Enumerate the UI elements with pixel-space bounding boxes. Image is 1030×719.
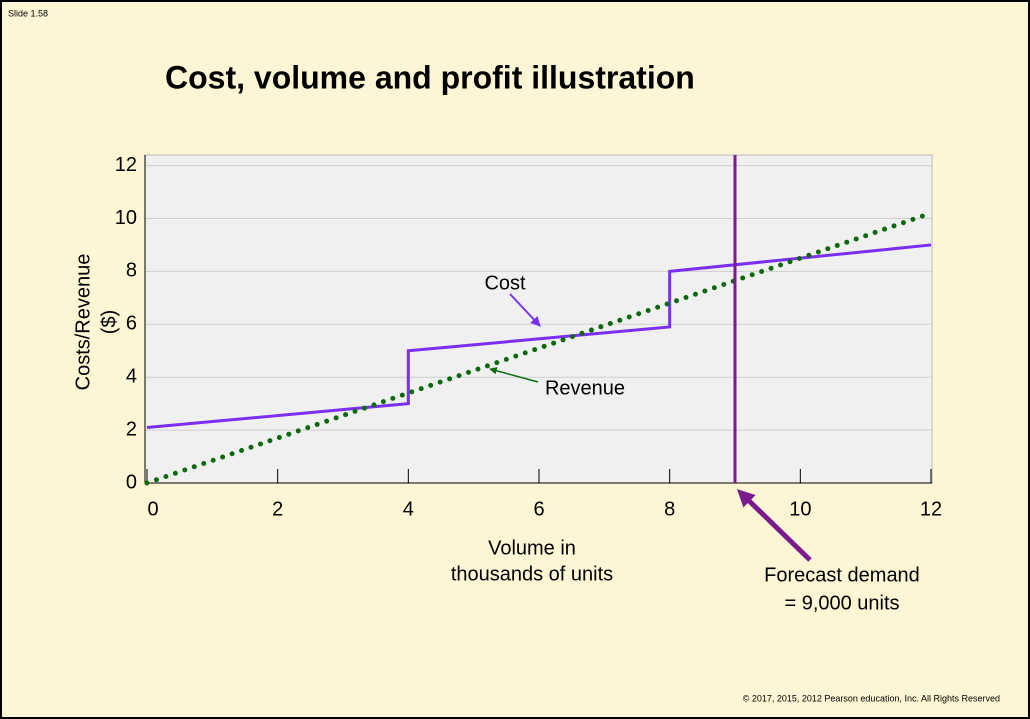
x-tick-label: 2 <box>272 498 283 520</box>
y-axis-label: Costs/Revenue <box>72 254 94 391</box>
x-tick-label: 4 <box>403 498 414 520</box>
x-axis-label: thousands of units <box>451 563 613 585</box>
y-tick-label: 2 <box>126 418 137 440</box>
forecast-label: = 9,000 units <box>784 592 899 614</box>
x-axis-label: Volume in <box>488 537 576 559</box>
forecast-label: Forecast demand <box>764 564 920 586</box>
slide-number: Slide 1.58 <box>8 8 48 18</box>
forecast-arrow <box>736 489 812 562</box>
annotation-arrow <box>509 293 541 327</box>
series-label: Revenue <box>545 377 625 399</box>
x-tick-label: 10 <box>789 498 811 520</box>
x-tick-label: 8 <box>664 498 675 520</box>
x-tick-label: 6 <box>533 498 544 520</box>
series-label: Cost <box>484 272 526 294</box>
y-tick-label: 8 <box>126 260 137 282</box>
y-axis-label: ($) <box>98 310 120 334</box>
y-tick-label: 12 <box>115 154 137 176</box>
series-line <box>144 210 934 486</box>
plot-area <box>144 154 933 484</box>
copyright: © 2017, 2015, 2012 Pearson education, In… <box>743 693 1000 703</box>
y-tick-label: 6 <box>126 313 137 335</box>
x-tick-label: 12 <box>920 498 942 520</box>
x-tick-label: 0 <box>147 498 158 520</box>
chart-title: Cost, volume and profit illustration <box>165 59 695 95</box>
y-tick-label: 4 <box>126 365 137 387</box>
y-tick-label: 10 <box>115 207 137 229</box>
y-tick-label: 0 <box>126 471 137 493</box>
annotation-arrow <box>489 367 539 383</box>
